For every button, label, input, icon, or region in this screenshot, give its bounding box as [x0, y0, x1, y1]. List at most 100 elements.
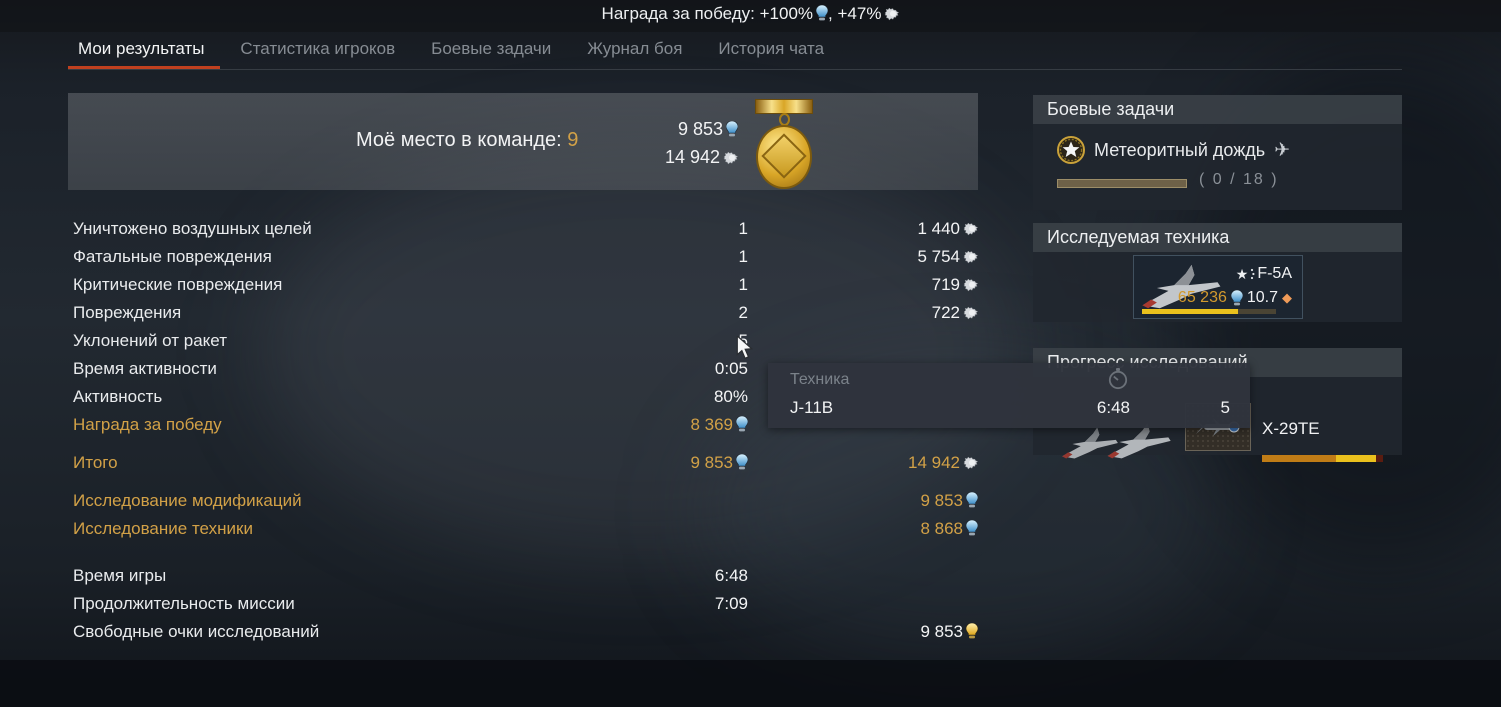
- stat-label: Критические повреждения: [73, 275, 283, 294]
- stat-label: Итого: [73, 453, 118, 472]
- stat-row[interactable]: Исследование техники 8 868: [68, 516, 978, 542]
- task-name: Метеоритный дождь: [1094, 139, 1266, 160]
- tooltip-vehicle-name: J-11B: [790, 398, 834, 417]
- stat-reward: 719: [738, 272, 978, 298]
- stat-count: 80%: [713, 387, 748, 406]
- battle-rating-diamond-icon: ◆: [1282, 290, 1292, 305]
- researching-vehicle-body: ★ F-5A 65 236 10.7 ◆: [1033, 252, 1402, 322]
- victory-reward-label: Награда за победу:: [601, 4, 755, 23]
- stat-row[interactable]: Уничтожено воздушных целей 1 1 440: [68, 216, 978, 242]
- stat-count: 5: [468, 328, 748, 354]
- tab-battle-tasks[interactable]: Боевые задачи: [431, 39, 552, 58]
- silver-lion-icon: [963, 456, 978, 470]
- researching-vehicle-section: Исследуемая техника ★ F-5A 65 236 10.7 ◆: [1033, 223, 1402, 322]
- stat-reward: 9 853: [738, 488, 978, 514]
- stat-count: 1: [738, 219, 748, 238]
- stat-label: Время игры: [73, 566, 167, 585]
- tab-player-statistics[interactable]: Статистика игроков: [240, 39, 396, 58]
- team-place-value: 9: [567, 129, 579, 151]
- research-bulb-icon: [726, 121, 738, 137]
- battle-task-item[interactable]: Метеоритный дождь ✈: [1057, 136, 1290, 164]
- stat-label: Уклонений от ракет: [73, 331, 227, 350]
- stat-row[interactable]: Уклонений от ракет 5: [68, 328, 978, 354]
- results-tab-bar: Мои результаты Статистика игроков Боевые…: [67, 39, 825, 69]
- medal-ribbon: [755, 99, 813, 114]
- silver-lion-icon: [723, 151, 738, 165]
- silver-bonus-value: +47%: [837, 4, 882, 23]
- total-rewards: 9 853 14 942: [588, 115, 738, 171]
- tooltip-count: 5: [1220, 398, 1230, 417]
- stat-reward: 722: [738, 300, 978, 326]
- tab-divider-line: [68, 69, 1402, 70]
- aircraft-icon: ✈: [1274, 139, 1291, 161]
- stat-row[interactable]: Исследование модификаций 9 853: [68, 488, 978, 514]
- stat-label: Свободные очки исследований: [73, 622, 320, 641]
- battle-medal: [754, 99, 814, 189]
- vehicle-research-progress-bar: [1142, 309, 1276, 314]
- medal-body: [756, 125, 812, 189]
- victory-reward-banner: Награда за победу: +100%, +47%: [0, 4, 1501, 24]
- research-bonus-value: +100%: [759, 4, 814, 23]
- vehicle-card[interactable]: ★ F-5A 65 236 10.7 ◆: [1133, 255, 1303, 319]
- stat-label: Повреждения: [73, 303, 182, 322]
- stat-label: Фатальные повреждения: [73, 247, 272, 266]
- vehicle-rp-progress: 65 236: [1177, 289, 1227, 306]
- silver-lion-icon: [884, 7, 899, 21]
- stat-label: Награда за победу: [73, 415, 222, 434]
- task-medal-icon: [1057, 136, 1085, 164]
- stat-row[interactable]: Награда за победу 8 369: [68, 412, 978, 438]
- stat-row[interactable]: Время активности 0:05: [68, 356, 978, 382]
- battle-tasks-header: Боевые задачи: [1033, 95, 1402, 124]
- stat-row[interactable]: Критические повреждения 1 719: [68, 272, 978, 298]
- vehicle-name: F-5A: [1257, 265, 1292, 282]
- silver-lion-icon: [963, 306, 978, 320]
- stat-row[interactable]: Продолжительность миссии 7:09: [68, 591, 978, 617]
- battle-tasks-body[interactable]: Метеоритный дождь ✈ ( 0 / 18 ): [1033, 124, 1402, 210]
- stat-count: 0:05: [714, 359, 748, 378]
- stat-label: Активность: [73, 387, 163, 406]
- silver-lion-icon: [963, 250, 978, 264]
- task-progress-bar: [1057, 179, 1187, 188]
- research-bulb-icon: [736, 416, 748, 432]
- stat-row[interactable]: Свободные очки исследований 9 853: [68, 619, 978, 645]
- team-place-text: Моё место в команде: 9: [356, 129, 578, 152]
- mouse-cursor: [736, 336, 753, 360]
- stat-reward: 8 369: [468, 412, 748, 438]
- tab-chat-history[interactable]: История чата: [718, 39, 825, 58]
- stat-row[interactable]: Повреждения 2 722: [68, 300, 978, 326]
- research-bulb-icon: [966, 520, 978, 536]
- tooltip-active-time: 6:48: [1096, 398, 1130, 417]
- module-progress-remaining: [1376, 455, 1383, 462]
- team-place-panel: Моё место в команде: 9 9 853 14 942: [68, 93, 978, 190]
- tab-my-results[interactable]: Мои результаты: [67, 39, 221, 69]
- stat-row[interactable]: Фатальные повреждения 1 5 754: [68, 244, 978, 270]
- stat-count: 7:09: [714, 594, 748, 613]
- stat-count: 1: [738, 275, 748, 294]
- module-progress-new: [1336, 455, 1376, 462]
- bottom-strip: [0, 660, 1501, 707]
- stat-reward: 9 853: [738, 619, 978, 645]
- vehicle-tooltip: Техника J-11B 6:48 5: [768, 363, 1250, 428]
- stat-label: Исследование техники: [73, 519, 253, 538]
- stat-row[interactable]: Время игры 6:48: [68, 563, 978, 589]
- stat-row[interactable]: Активность 80%: [68, 384, 978, 410]
- research-bulb-icon: [966, 492, 978, 508]
- task-progress-text: ( 0 / 18 ): [1199, 171, 1279, 188]
- researching-vehicle-header: Исследуемая техника: [1033, 223, 1402, 252]
- battle-tasks-section: Боевые задачи Метеоритный дождь ✈ ( 0 / …: [1033, 95, 1402, 210]
- tab-battle-log[interactable]: Журнал боя: [587, 39, 683, 58]
- stat-reward: 14 942: [738, 450, 978, 476]
- stat-reward: 8 868: [738, 516, 978, 542]
- stat-count: 6:48: [714, 566, 748, 585]
- top-strip: [0, 0, 1501, 32]
- module-name: Х-29ТЕ: [1262, 419, 1320, 438]
- stat-label: Уничтожено воздушных целей: [73, 219, 312, 238]
- stat-label: Продолжительность миссии: [73, 594, 295, 613]
- research-bulb-icon: [1231, 290, 1243, 306]
- vehicle-research-progress-fill: [1142, 309, 1239, 314]
- stat-reward: 1 440: [738, 216, 978, 242]
- module-progress-earned: [1262, 455, 1336, 462]
- stat-row-total[interactable]: Итого 9 853 14 942: [68, 450, 978, 476]
- vehicle-research-row: 65 236 10.7 ◆: [1178, 289, 1292, 307]
